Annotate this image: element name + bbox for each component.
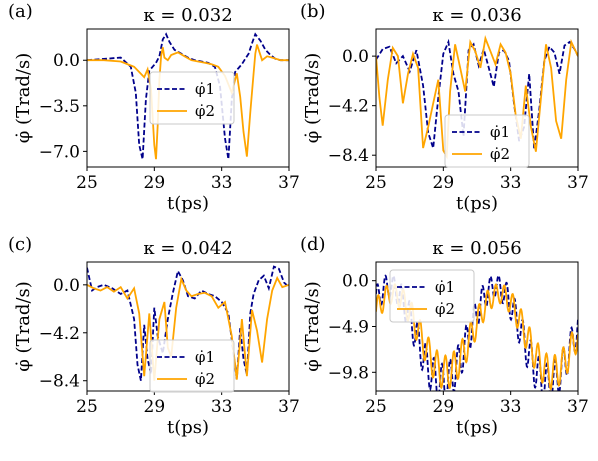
x-tick-label: 33: [500, 397, 522, 417]
x-tick-label: 33: [211, 397, 233, 417]
panel-title: κ = 0.056: [432, 238, 521, 259]
x-tick-label: 37: [567, 397, 589, 417]
y-axis-label: φ̇ (Trad/s): [302, 281, 323, 372]
series-line-1: [87, 265, 289, 381]
panel-label: (d): [300, 234, 326, 255]
y-tick-label: 0.0: [53, 51, 80, 71]
panel-d: 25 29 33 37 0.0 −4.9 −9.8 κ = 0.056 (d) t(ps) φ̇ (…: [300, 234, 589, 438]
y-tick-label: −8.4: [328, 146, 369, 166]
panel-label: (c): [8, 234, 32, 255]
panel-label: (a): [8, 1, 33, 22]
legend-entry-1: φ̇1: [435, 278, 455, 296]
y-axis-label: φ̇ (Trad/s): [302, 53, 323, 144]
x-tick-label: 25: [365, 397, 387, 417]
x-axis-label: t(ps): [167, 417, 209, 438]
x-tick-label: 37: [567, 173, 589, 193]
x-axis-label: t(ps): [456, 193, 498, 214]
plot-frame: [86, 28, 290, 168]
panel-a: 25 29 33 37 0.0 −3.5 −7.0 κ = 0.032 (a) t(ps) φ̇ (…: [8, 1, 300, 214]
legend: φ̇1φ̇2: [389, 269, 475, 323]
y-axis-label: φ̇ (Trad/s): [13, 53, 34, 144]
y-tick-label: −4.2: [328, 97, 369, 117]
series-line-2: [87, 275, 289, 381]
y-tick-label: −8.4: [39, 372, 80, 392]
legend: φ̇1φ̇2: [149, 339, 235, 393]
series-line-2: [87, 44, 289, 160]
x-axis-label: t(ps): [167, 193, 209, 214]
x-tick-label: 25: [365, 173, 387, 193]
legend-frame: [149, 71, 235, 125]
x-tick-label: 33: [211, 173, 233, 193]
y-tick-label: −4.2: [39, 324, 80, 344]
x-tick-label: 25: [76, 173, 98, 193]
legend-entry-2: φ̇2: [435, 300, 455, 318]
legend-entry-2: φ̇2: [195, 102, 215, 120]
legend-entry-1: φ̇1: [195, 348, 215, 366]
legend: φ̇1φ̇2: [444, 114, 530, 168]
x-tick-label: 37: [278, 173, 300, 193]
x-tick-label: 29: [144, 173, 166, 193]
x-tick-label: 29: [433, 397, 455, 417]
y-axis-label: φ̇ (Trad/s): [13, 281, 34, 372]
panel-title: κ = 0.032: [143, 5, 232, 26]
x-tick-label: 33: [500, 173, 522, 193]
y-tick-label: 0.0: [53, 276, 80, 296]
x-tick-label: 25: [76, 397, 98, 417]
y-tick-label: 0.0: [342, 272, 369, 292]
x-tick-label: 37: [278, 397, 300, 417]
legend-frame: [444, 114, 530, 168]
panel-title: κ = 0.042: [143, 238, 232, 259]
panel-c: 25 29 33 37 0.0 −4.2 −8.4 κ = 0.042 (c) t(ps) φ̇ (…: [8, 234, 300, 438]
legend-entry-2: φ̇2: [490, 145, 510, 163]
series-line-2: [376, 35, 578, 160]
y-tick-label: −4.9: [328, 318, 369, 338]
panel-title: κ = 0.036: [432, 5, 521, 26]
x-tick-label: 29: [144, 397, 166, 417]
legend-entry-1: φ̇1: [490, 123, 510, 141]
y-tick-label: 0.0: [342, 47, 369, 67]
legend-frame: [149, 339, 235, 393]
legend: φ̇1φ̇2: [149, 71, 235, 125]
x-tick-label: 29: [433, 173, 455, 193]
y-tick-label: −3.5: [39, 97, 80, 117]
legend-entry-2: φ̇2: [195, 370, 215, 388]
y-tick-label: −9.8: [328, 363, 369, 383]
legend-frame: [389, 269, 475, 323]
legend-entry-1: φ̇1: [195, 80, 215, 98]
x-axis-label: t(ps): [456, 417, 498, 438]
y-tick-label: −7.0: [39, 142, 80, 162]
panel-b: 25 29 33 37 0.0 −4.2 −8.4 κ = 0.036 (b) t(ps) φ̇ (…: [300, 1, 589, 214]
panel-label: (b): [300, 1, 326, 22]
